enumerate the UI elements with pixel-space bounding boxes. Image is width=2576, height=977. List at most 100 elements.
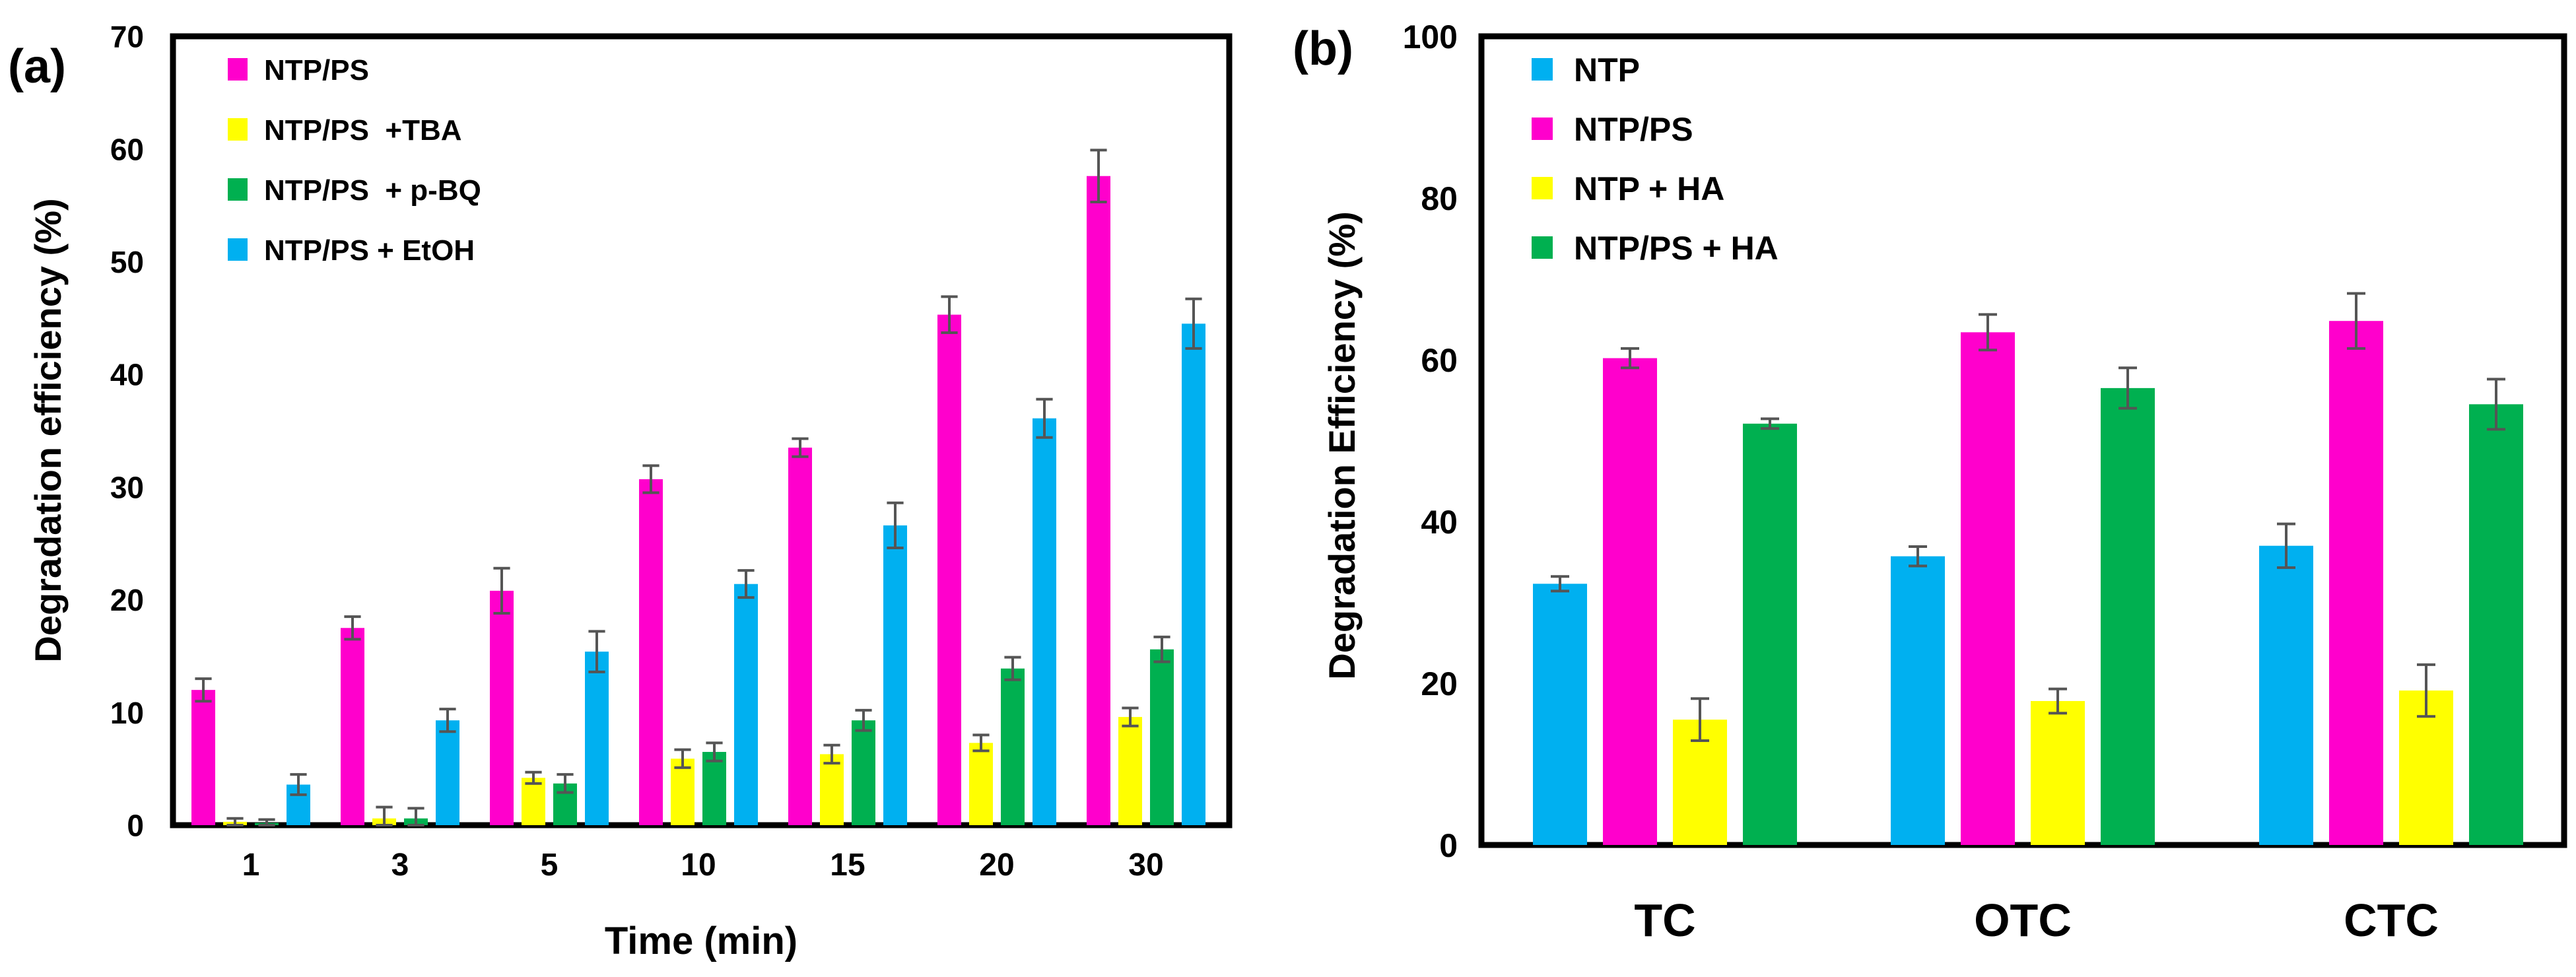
error-bar (439, 708, 456, 733)
bar (436, 720, 459, 825)
y-tick-label: 50 (110, 245, 144, 279)
error-bar (258, 818, 275, 826)
x-tick-label: 1 (242, 848, 260, 883)
error-bar (1004, 656, 1021, 681)
error-bar (195, 677, 212, 703)
y-tick-label: 100 (1403, 18, 1458, 55)
legend-label: NTP (1574, 51, 1640, 88)
error-bar (2417, 663, 2435, 718)
x-tick-label: 5 (541, 848, 559, 883)
y-tick-label: 40 (110, 358, 144, 392)
panel-b-plot-frame (1478, 33, 2567, 848)
bar (522, 778, 545, 825)
panel-a-y-axis-label: Degradation efficiency (%) (27, 198, 69, 662)
error-bar (1979, 313, 1997, 352)
panel-b-label: (b) (1293, 22, 1353, 75)
bar (1533, 584, 1587, 845)
bar (788, 448, 812, 825)
error-bar (2347, 292, 2365, 350)
panel-a-x-tick-labels: 1 3 5 10 15 20 30 (242, 848, 1164, 883)
error-bar (2487, 378, 2505, 431)
error-bar (557, 773, 574, 794)
legend-label: NTP/PS +TBA (264, 114, 462, 147)
legend-label: NTP/PS + p-BQ (264, 174, 481, 207)
y-tick-label: 40 (1421, 504, 1458, 541)
x-tick-label: 20 (979, 848, 1014, 883)
y-tick-label: 80 (1421, 180, 1458, 217)
error-bar (344, 615, 361, 641)
panel-b-bars (1533, 292, 2523, 846)
error-bar (1036, 397, 1053, 439)
error-bar (737, 569, 755, 599)
bar (585, 652, 609, 825)
panel-a-x-axis-label: Time (min) (605, 920, 797, 962)
error-bar (1185, 297, 1202, 350)
y-tick-label: 60 (1421, 342, 1458, 379)
bar (702, 752, 726, 825)
legend-label: NTP/PS + HA (1574, 230, 1779, 267)
error-bar (792, 437, 809, 458)
bar (2329, 321, 2383, 845)
error-bar (1691, 697, 1709, 742)
panel-a-y-tick-labels: 0 10 20 30 40 50 60 70 (110, 20, 144, 843)
error-bar (1153, 635, 1170, 663)
bar (937, 314, 961, 825)
legend-label: NTP/PS (264, 54, 369, 86)
legend-swatch (1532, 236, 1553, 259)
x-tick-label: TC (1634, 894, 1695, 946)
bar (1033, 418, 1056, 825)
error-bar (493, 566, 510, 615)
x-tick-label: 10 (681, 848, 716, 883)
panel-b-legend: NTP NTP/PS NTP + HA NTP/PS + HA (1532, 51, 1779, 267)
error-bar (1090, 149, 1107, 203)
bar (1182, 323, 1205, 826)
bar (639, 479, 663, 825)
bar (2101, 387, 2155, 845)
bar (734, 584, 758, 825)
error-bar (823, 743, 840, 765)
error-bar (407, 807, 424, 826)
y-tick-label: 70 (110, 20, 144, 54)
error-bar (855, 708, 872, 732)
x-tick-label: 3 (391, 848, 409, 883)
error-bar (1621, 347, 1639, 370)
error-bar (887, 501, 904, 550)
bar (969, 743, 993, 825)
error-bar (376, 805, 393, 826)
bar (1150, 649, 1174, 825)
error-bar (2277, 522, 2295, 569)
bar (820, 754, 844, 825)
y-tick-label: 0 (1439, 827, 1458, 864)
bar (1118, 717, 1142, 825)
bar (852, 720, 875, 825)
x-tick-label: 15 (830, 848, 865, 883)
bar (883, 525, 907, 825)
legend-swatch (1532, 177, 1553, 199)
legend-label: NTP/PS (1574, 111, 1693, 148)
x-tick-label: OTC (1974, 894, 2072, 946)
panel-a-plot-frame (170, 33, 1233, 828)
x-tick-label: 30 (1128, 848, 1163, 883)
error-bar (706, 741, 723, 762)
error-bar (2118, 366, 2137, 410)
bar (1891, 556, 1945, 845)
bar (490, 590, 514, 825)
panel-b-y-tick-labels: 0 20 40 60 80 100 (1403, 18, 1458, 864)
panel-a-legend: NTP/PS NTP/PS +TBA NTP/PS + p-BQ NTP/PS … (228, 54, 481, 267)
panel-b: (b) 0 20 40 60 80 100 TC OTC CTC Degrada… (1293, 18, 2567, 946)
error-bar (1909, 545, 1927, 568)
bar (671, 758, 695, 825)
bar (1001, 668, 1025, 825)
y-tick-label: 60 (110, 132, 144, 166)
y-tick-label: 20 (110, 583, 144, 617)
bar (2031, 700, 2085, 845)
legend-label: NTP/PS + EtOH (264, 234, 475, 267)
panel-a-bars (191, 149, 1205, 826)
legend-swatch (228, 118, 248, 141)
error-bar (290, 773, 307, 796)
error-bar (2049, 687, 2067, 715)
panel-a-label: (a) (8, 40, 66, 93)
y-tick-label: 20 (1421, 665, 1458, 702)
